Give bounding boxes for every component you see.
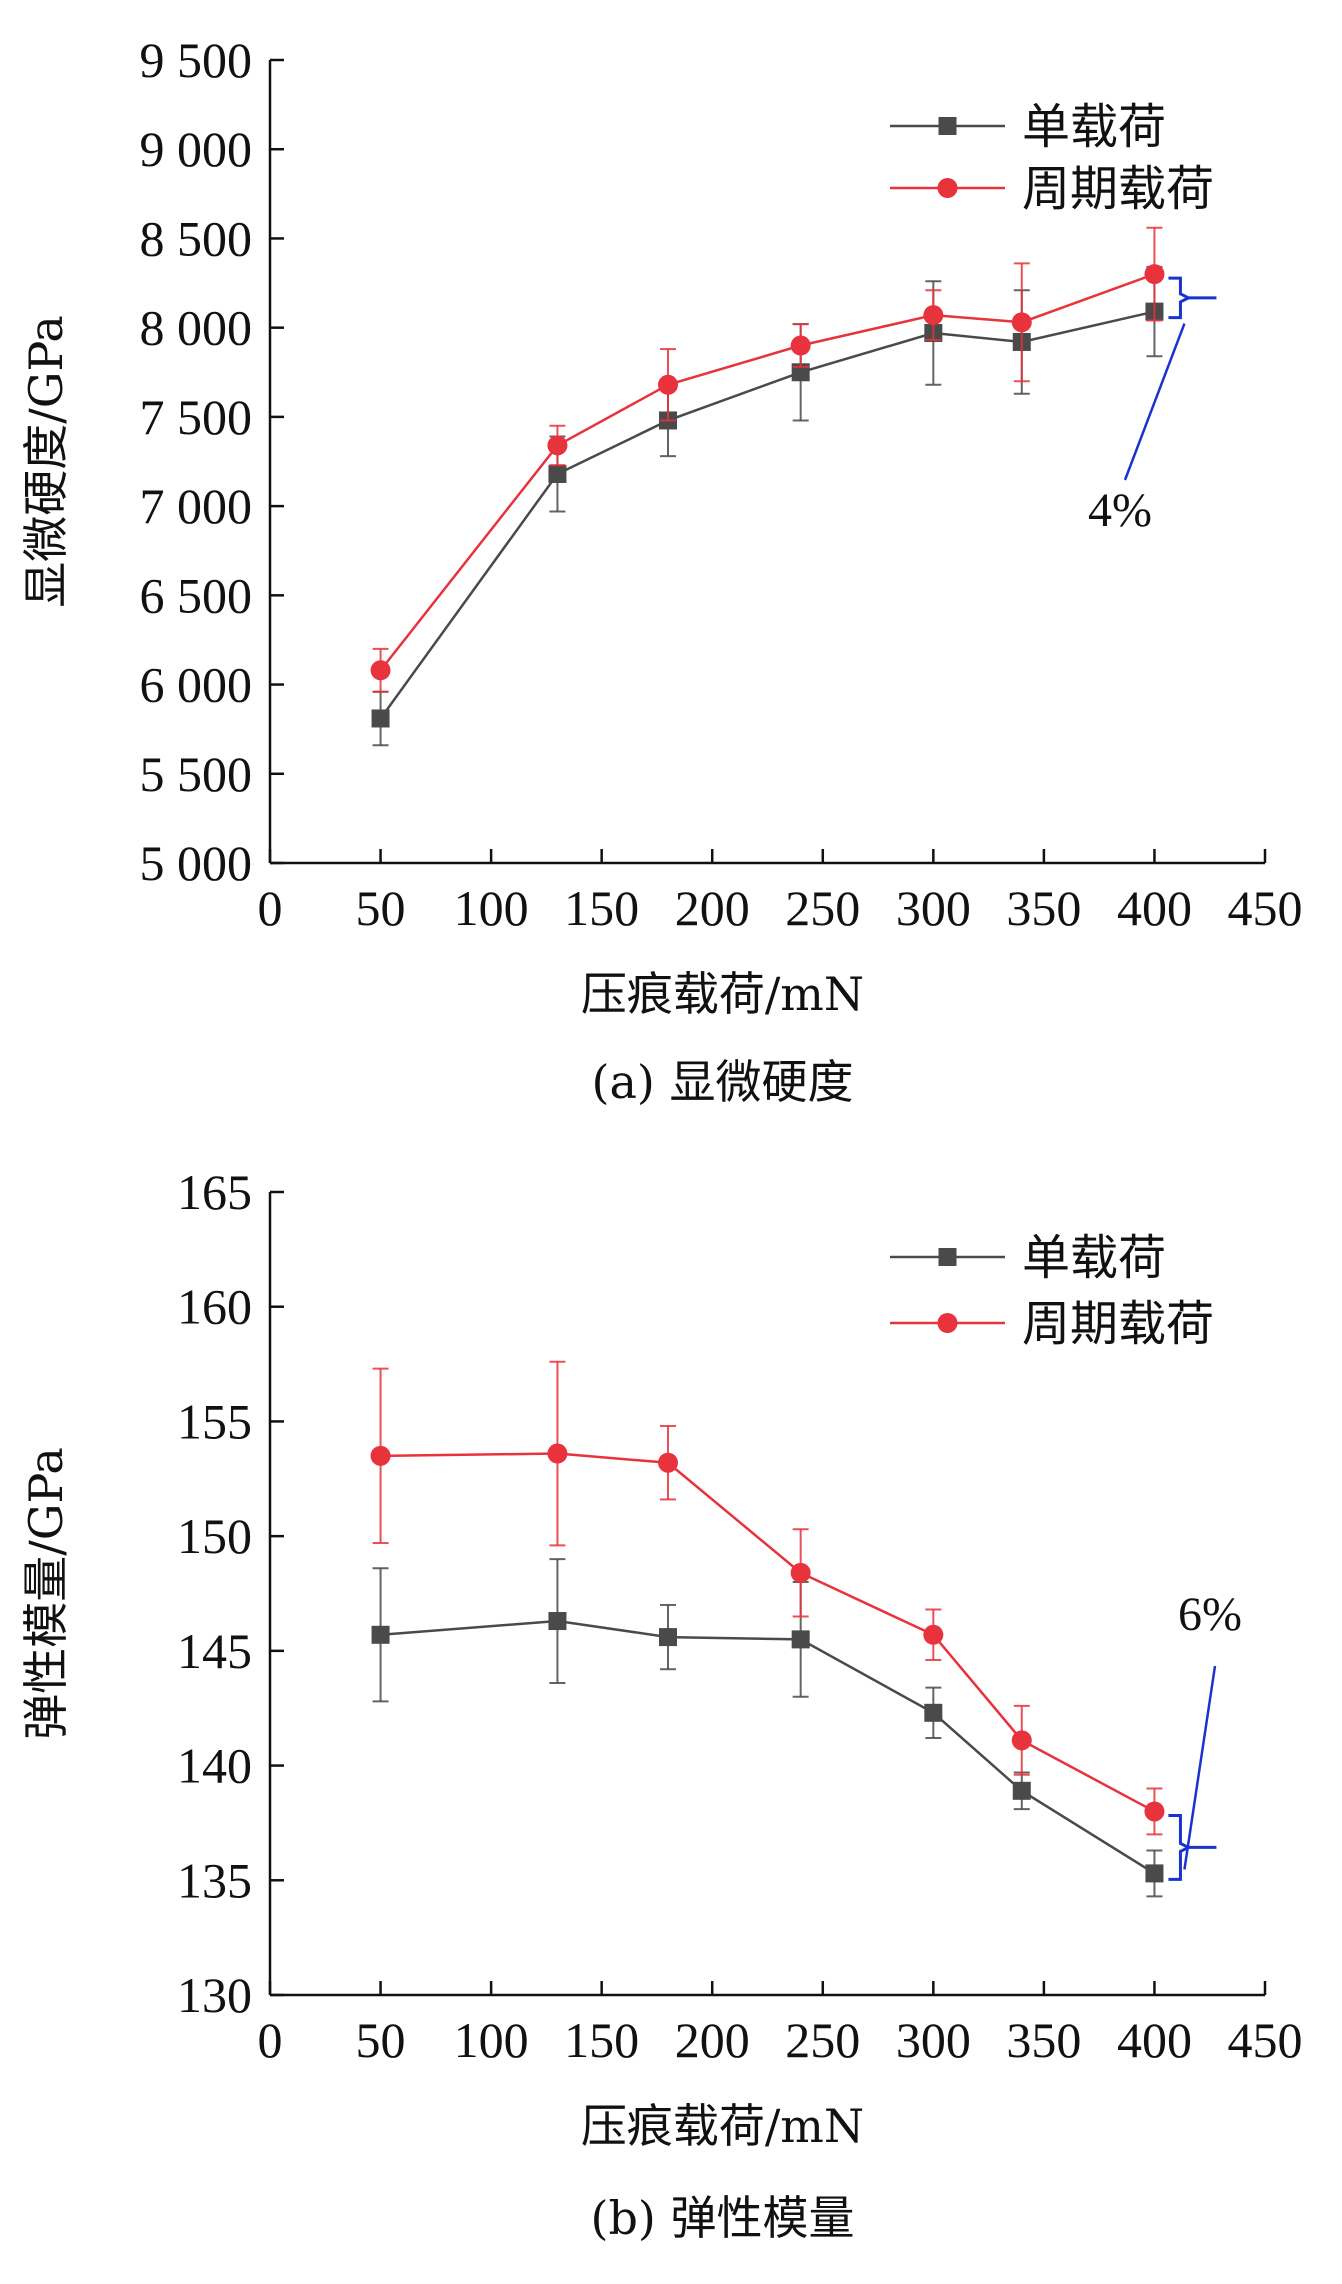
difference-bracket bbox=[1168, 1813, 1192, 1881]
data-point-circle bbox=[370, 1445, 391, 1466]
y-tick-label: 8 000 bbox=[140, 300, 253, 356]
x-tick-label: 300 bbox=[896, 880, 971, 936]
series-cyclic-load bbox=[370, 1360, 1165, 1836]
annotation-label: 4% bbox=[1088, 484, 1152, 537]
y-tick-label: 5 000 bbox=[140, 835, 253, 891]
x-tick-label: 50 bbox=[356, 880, 406, 936]
y-tick-label: 165 bbox=[177, 1164, 252, 1220]
modulus-chart: 130 135 140 145 150 155 160 165 0 50 100 150 200 250 3… bbox=[19, 1164, 1303, 2245]
data-point-square bbox=[371, 1625, 390, 1644]
y-axis-title: 显微硬度/GPa bbox=[19, 315, 73, 608]
x-tick-label: 350 bbox=[1006, 2012, 1081, 2068]
y-tick-label: 130 bbox=[177, 1967, 252, 2023]
legend-label: 周期载荷 bbox=[1022, 1296, 1214, 1352]
x-tick-label: 150 bbox=[564, 2012, 639, 2068]
y-tick-label: 140 bbox=[177, 1738, 252, 1794]
legend-label: 单载荷 bbox=[1022, 99, 1166, 155]
y-tick-label: 145 bbox=[177, 1623, 252, 1679]
series-line bbox=[379, 272, 1155, 672]
data-point-square bbox=[1012, 1781, 1031, 1800]
chart-caption: (b) 弹性模量 bbox=[591, 2191, 855, 2245]
data-point-circle bbox=[658, 1452, 678, 1473]
difference-bracket bbox=[1168, 276, 1192, 320]
data-point-square bbox=[659, 1628, 677, 1647]
series-line bbox=[380, 1619, 1156, 1875]
data-point-circle bbox=[1144, 264, 1165, 285]
y-tick-label: 160 bbox=[177, 1279, 252, 1335]
data-point-square bbox=[371, 709, 390, 728]
y-tick-label: 9 500 bbox=[140, 32, 253, 88]
legend-marker-circle bbox=[937, 178, 958, 198]
legend-marker-square bbox=[938, 1248, 957, 1266]
y-tick-label: 6 500 bbox=[140, 567, 253, 623]
y-tick-label: 150 bbox=[177, 1508, 252, 1564]
series-single-load bbox=[371, 265, 1164, 747]
x-axis-title: 压痕载荷/mN bbox=[581, 967, 864, 1021]
y-tick-label: 135 bbox=[177, 1852, 252, 1908]
legend-label: 单载荷 bbox=[1022, 1230, 1166, 1286]
x-tick-label: 300 bbox=[896, 2012, 971, 2068]
series-single-load bbox=[371, 1558, 1164, 1898]
x-tick-label: 250 bbox=[785, 880, 860, 936]
x-axis-title: 压痕载荷/mN bbox=[581, 2099, 864, 2153]
data-point-circle bbox=[1144, 1801, 1165, 1822]
data-point-circle bbox=[923, 1624, 944, 1645]
x-tick-label: 200 bbox=[675, 880, 750, 936]
x-tick-label: 400 bbox=[1117, 880, 1192, 936]
series-line bbox=[379, 310, 1155, 720]
y-axis-title: 弹性模量/GPa bbox=[19, 1447, 73, 1740]
data-point-circle bbox=[923, 305, 944, 326]
x-tick-label: 0 bbox=[258, 2012, 283, 2068]
annotation-leader-line bbox=[1123, 323, 1186, 481]
x-tick-label: 450 bbox=[1228, 2012, 1303, 2068]
x-tick-label: 400 bbox=[1117, 2012, 1192, 2068]
data-point-circle bbox=[1011, 1730, 1032, 1751]
y-tick-label: 9 000 bbox=[140, 121, 253, 177]
chart-caption: (a) 显微硬度 bbox=[592, 1055, 854, 1109]
x-tick-label: 450 bbox=[1228, 880, 1303, 936]
hardness-chart: 5 000 5 500 6 000 6 500 7 000 7 500 8 000 8 500… bbox=[19, 32, 1303, 1109]
data-point-square bbox=[924, 1703, 943, 1722]
y-tick-label: 8 500 bbox=[140, 210, 253, 266]
x-tick-label: 150 bbox=[564, 880, 639, 936]
x-tick-label: 250 bbox=[785, 2012, 860, 2068]
data-point-square bbox=[548, 464, 567, 483]
y-tick-label: 7 500 bbox=[140, 389, 253, 445]
data-point-circle bbox=[547, 1443, 568, 1464]
annotation-label: 6% bbox=[1178, 1588, 1242, 1641]
legend-label: 周期载荷 bbox=[1022, 161, 1214, 217]
y-tick-label: 155 bbox=[177, 1393, 252, 1449]
data-point-circle bbox=[370, 660, 391, 681]
x-tick-label: 0 bbox=[258, 880, 283, 936]
data-point-square bbox=[791, 1630, 810, 1649]
y-tick-label: 6 000 bbox=[140, 657, 253, 713]
series-line bbox=[380, 1452, 1156, 1813]
x-tick-label: 50 bbox=[356, 2012, 406, 2068]
data-point-circle bbox=[1011, 312, 1032, 333]
data-point-square bbox=[1145, 1864, 1164, 1883]
series-cyclic-load bbox=[370, 226, 1165, 693]
annotation-leader-line bbox=[1183, 1665, 1217, 1870]
y-tick-label: 5 500 bbox=[140, 746, 253, 802]
data-point-circle bbox=[547, 435, 568, 456]
legend-marker-square bbox=[938, 117, 957, 135]
data-point-circle bbox=[790, 335, 811, 356]
data-point-circle bbox=[790, 1562, 811, 1583]
x-tick-label: 100 bbox=[454, 2012, 529, 2068]
x-tick-label: 350 bbox=[1006, 880, 1081, 936]
y-tick-label: 7 000 bbox=[140, 478, 253, 534]
data-point-square bbox=[548, 1612, 567, 1631]
x-tick-label: 200 bbox=[675, 2012, 750, 2068]
legend-marker-circle bbox=[937, 1313, 958, 1333]
x-tick-label: 100 bbox=[454, 880, 529, 936]
data-point-circle bbox=[658, 374, 678, 395]
